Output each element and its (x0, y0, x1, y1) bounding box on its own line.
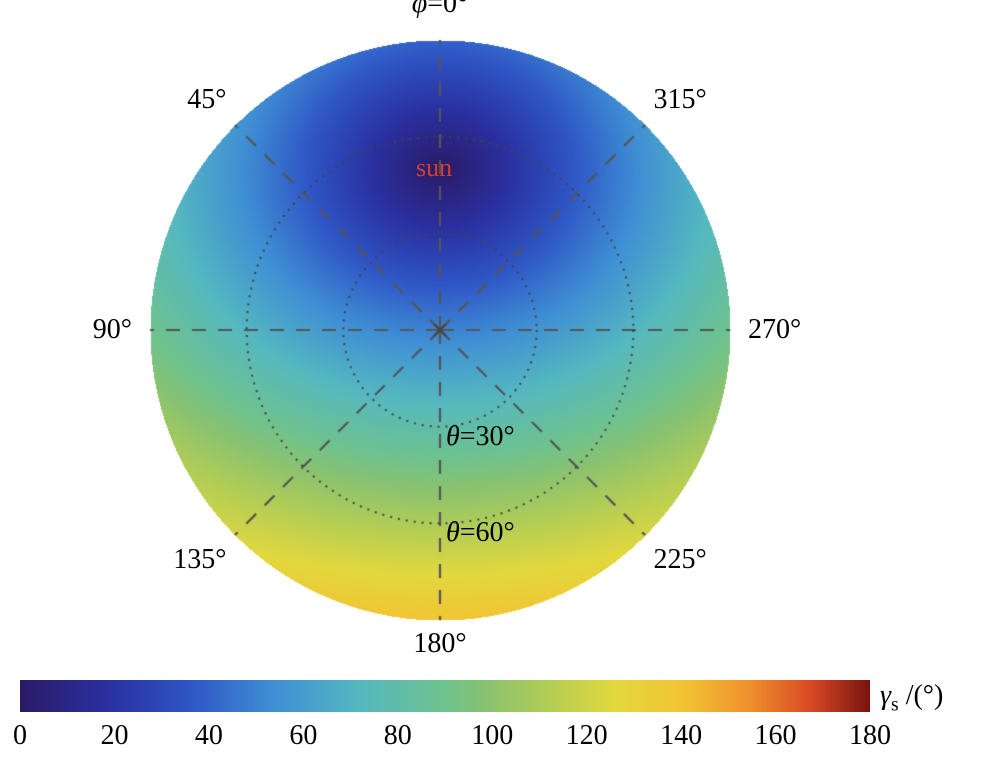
colorbar-tick: 140 (660, 720, 702, 752)
colorbar-tick: 60 (289, 720, 317, 752)
colorbar-tick: 40 (195, 720, 223, 752)
theta-30-label: θ=30° (446, 421, 515, 453)
colorbar-tick: 120 (566, 720, 608, 752)
azimuth-225-label: 225° (654, 544, 707, 576)
colorbar-tick: 160 (755, 720, 797, 752)
polar-heatmap-canvas (0, 0, 1000, 660)
colorbar: 020406080100120140160180 γs /(°) (20, 680, 980, 760)
colorbar-tick: 80 (384, 720, 412, 752)
colorbar-axis-label: γs /(°) (880, 680, 943, 717)
azimuth-315-label: 315° (654, 84, 707, 116)
colorbar-tick: 20 (100, 720, 128, 752)
colorbar-tick: 100 (471, 720, 513, 752)
phi-0-label: φ=0° (412, 0, 469, 20)
azimuth-45-label: 45° (187, 84, 226, 116)
figure-root: sun φ=0° 45° 90° 135° 180° 225° 270° 315… (0, 0, 1000, 771)
polar-plot-area: sun φ=0° 45° 90° 135° 180° 225° 270° 315… (0, 0, 1000, 660)
theta-60-label: θ=60° (446, 517, 515, 549)
azimuth-180-label: 180° (413, 628, 466, 660)
colorbar-tick: 0 (13, 720, 27, 752)
colorbar-tick: 180 (849, 720, 891, 752)
azimuth-270-label: 270° (748, 314, 801, 346)
azimuth-90-label: 90° (93, 314, 132, 346)
sun-label: sun (416, 153, 452, 183)
azimuth-135-label: 135° (173, 544, 226, 576)
colorbar-gradient (20, 680, 870, 712)
